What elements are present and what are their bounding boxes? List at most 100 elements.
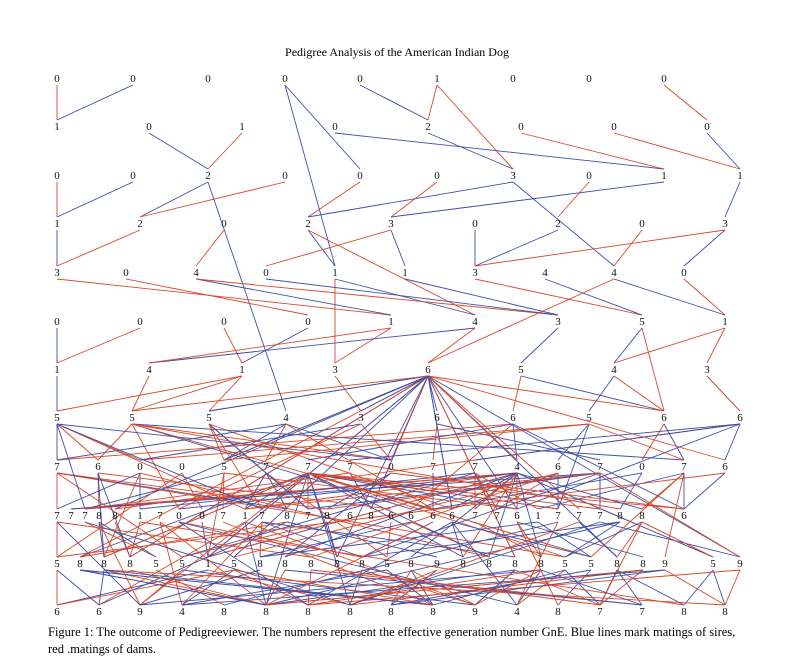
generation-number: 1 [54, 121, 60, 133]
sire-mating-line [148, 132, 209, 170]
generation-number: 8 [96, 510, 102, 522]
sire-mating-line [564, 521, 643, 558]
generation-number: 3 [332, 364, 338, 376]
generation-number: 7 [54, 510, 60, 522]
generation-number: 0 [586, 170, 592, 182]
generation-number: 8 [101, 558, 107, 570]
dam-mating-line [307, 569, 542, 606]
generation-number: 2 [305, 218, 311, 230]
dam-mating-line [223, 423, 590, 461]
dam-mating-line [590, 472, 685, 558]
dam-mating-line [410, 569, 476, 606]
dam-mating-line [427, 375, 580, 510]
generation-number: 8 [308, 558, 314, 570]
generation-number: 7 [54, 461, 60, 473]
generation-number: 1 [402, 267, 408, 279]
generation-number: 8 [408, 558, 414, 570]
sire-mating-line [544, 278, 643, 316]
generation-number: 0 [130, 73, 136, 85]
generation-number: 2 [205, 170, 211, 182]
dam-mating-line [155, 569, 225, 606]
dam-mating-line [56, 327, 141, 364]
sire-mating-line [616, 569, 685, 606]
generation-number: 8 [334, 558, 340, 570]
dam-mating-line [724, 569, 741, 606]
generation-number: 0 [123, 267, 129, 279]
sire-mating-line [451, 521, 518, 606]
generation-number: 4 [514, 461, 520, 473]
generation-number: 0 [639, 461, 645, 473]
sire-mating-line [56, 181, 134, 218]
sire-mating-line [56, 569, 100, 606]
sire-mating-line [56, 472, 141, 510]
dam-mating-line [334, 327, 392, 364]
generation-number: 7 [157, 510, 163, 522]
dam-mating-line [613, 229, 643, 267]
generation-number: 4 [611, 267, 617, 279]
generation-number: 0 [472, 218, 478, 230]
dam-mating-line [613, 327, 726, 364]
sire-mating-line [178, 521, 309, 606]
generation-number: 6 [408, 510, 414, 522]
dam-mating-line [613, 375, 665, 412]
generation-number: 0 [176, 510, 182, 522]
sire-mating-line [432, 569, 566, 606]
generation-number: 6 [449, 510, 455, 522]
dam-mating-line [512, 375, 522, 412]
sire-mating-line [724, 181, 741, 218]
generation-number: 0 [681, 267, 687, 279]
generation-number: 0 [54, 73, 60, 85]
generation-number: 1 [137, 510, 143, 522]
sire-mating-line [361, 472, 601, 558]
sire-mating-line [516, 521, 644, 558]
dam-mating-line [208, 375, 243, 412]
generation-number: 0 [130, 170, 136, 182]
generation-number: 6 [388, 510, 394, 522]
generation-number: 7 [681, 461, 687, 473]
sire-mating-line [261, 521, 363, 558]
sire-mating-line [474, 423, 741, 461]
dam-mating-line [427, 375, 726, 461]
dam-mating-line [233, 569, 309, 606]
dam-mating-line [233, 569, 434, 606]
sire-mating-line [56, 84, 134, 121]
dam-mating-line [79, 521, 288, 558]
sire-mating-line [390, 181, 665, 218]
sire-mating-line [564, 521, 621, 558]
dam-mating-line [599, 569, 644, 606]
generation-number: 3 [510, 170, 516, 182]
dam-mating-line [641, 521, 714, 558]
generation-number: 7 [347, 461, 353, 473]
figure-title: Pedigree Analysis of the American Indian… [285, 45, 509, 59]
sire-mating-line [474, 229, 559, 267]
sire-mating-line [139, 181, 209, 218]
generation-number: 0 [661, 73, 667, 85]
generation-number: 5 [153, 558, 159, 570]
dam-mating-line [310, 472, 559, 558]
generation-number: 1 [535, 510, 541, 522]
sire-mating-line [663, 423, 685, 461]
sire-mating-line [390, 229, 406, 267]
sire-mating-line [334, 132, 665, 170]
generation-number: 8 [263, 606, 269, 618]
generation-number: 1 [54, 364, 60, 376]
sire-mating-line [683, 472, 726, 510]
generation-number: 5 [221, 461, 227, 473]
dam-mating-line [56, 472, 726, 558]
sire-mating-line [259, 521, 412, 558]
generation-number: 7 [305, 510, 311, 522]
sire-mating-line [98, 521, 157, 558]
generation-number: 8 [359, 558, 365, 570]
generation-number: 8 [640, 558, 646, 570]
generation-number: 1 [239, 364, 245, 376]
dam-mating-line [641, 423, 665, 461]
sire-mating-line [334, 278, 476, 316]
dam-mating-line [427, 327, 476, 364]
dam-mating-line [97, 423, 133, 461]
sire-mating-line [516, 423, 741, 510]
sire-mating-line [390, 569, 666, 606]
generation-number: 3 [722, 218, 728, 230]
dam-mating-line [390, 181, 438, 218]
generation-number: 9 [434, 558, 440, 570]
generation-number: 5 [54, 412, 60, 424]
